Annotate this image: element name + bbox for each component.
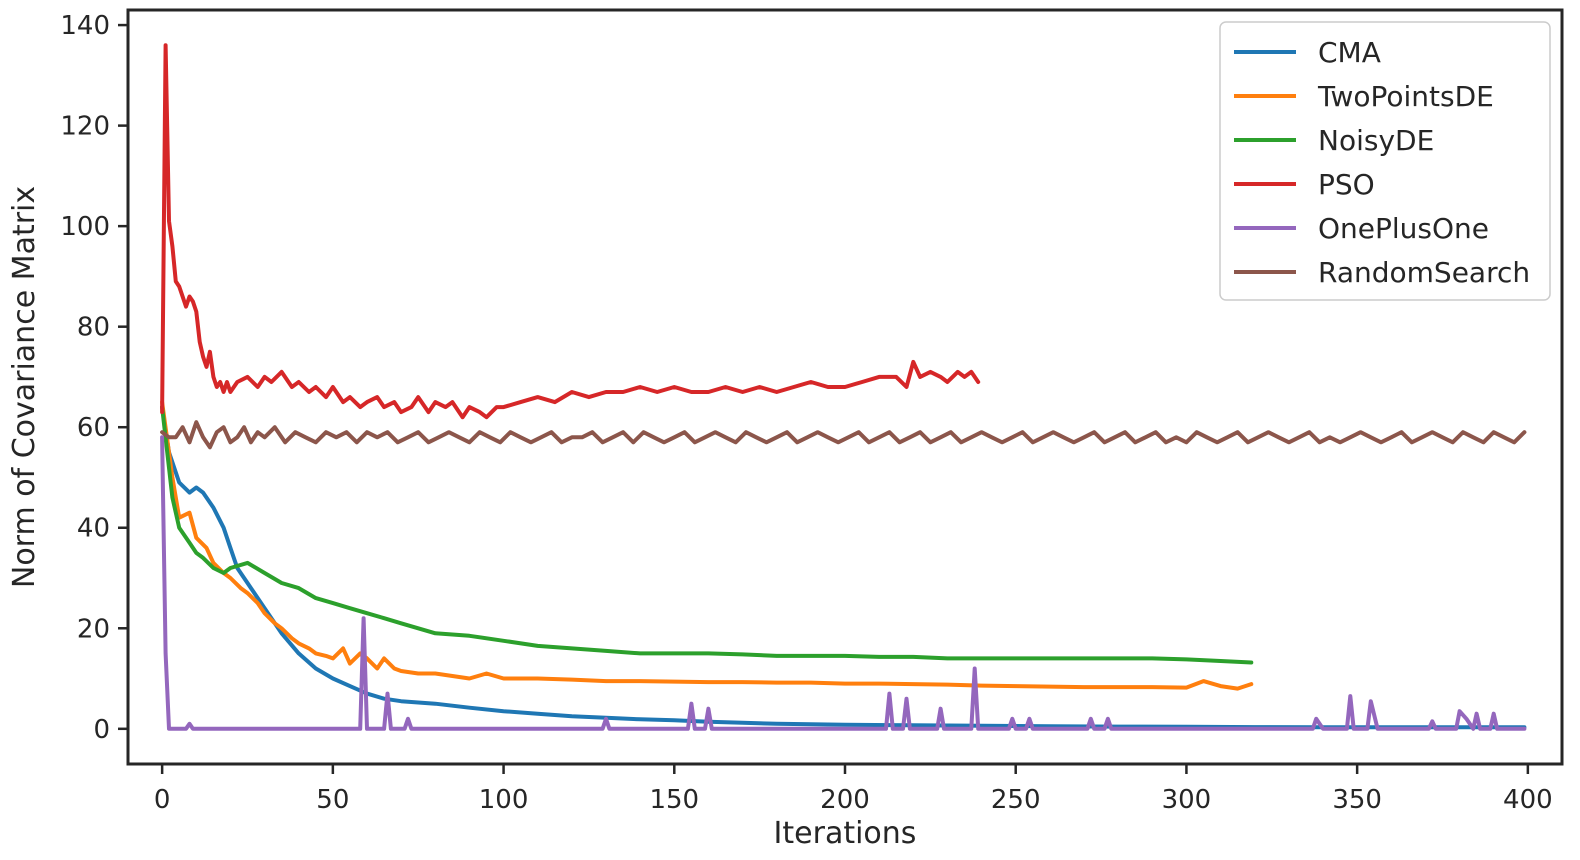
series-line-twopointsde bbox=[160, 400, 1254, 691]
y-tick-label: 120 bbox=[60, 112, 110, 142]
x-tick-label: 200 bbox=[820, 785, 870, 815]
legend-label-cma: CMA bbox=[1318, 36, 1381, 69]
series-lines bbox=[160, 43, 1527, 731]
y-tick-label: 0 bbox=[93, 715, 110, 745]
x-tick-label: 300 bbox=[1162, 785, 1212, 815]
series-line-randomsearch bbox=[160, 420, 1527, 450]
y-tick-label: 100 bbox=[60, 212, 110, 242]
x-tick-label: 50 bbox=[316, 785, 349, 815]
x-tick-label: 150 bbox=[649, 785, 699, 815]
y-tick-label: 60 bbox=[77, 413, 110, 443]
axes: 0 50 100 150 200 250 300 350 400 0 20 40 60 80 100 120 1… bbox=[60, 8, 1564, 815]
x-tick-label: 250 bbox=[991, 785, 1041, 815]
y-axis-title: Norm of Covariance Matrix bbox=[7, 186, 42, 588]
y-tick-label: 20 bbox=[77, 614, 110, 644]
y-tick-label: 140 bbox=[60, 11, 110, 41]
legend-label-oneplusone: OnePlusOne bbox=[1318, 212, 1489, 245]
legend-label-twopointsde: TwoPointsDE bbox=[1317, 80, 1494, 113]
series-line-cma bbox=[160, 405, 1527, 730]
x-tick-label: 400 bbox=[1503, 785, 1553, 815]
legend-label-pso: PSO bbox=[1318, 168, 1375, 201]
y-tick-label: 40 bbox=[77, 514, 110, 544]
series-line-noisyde bbox=[160, 405, 1254, 665]
legend-label-randomsearch: RandomSearch bbox=[1318, 256, 1530, 289]
x-tick-label: 100 bbox=[479, 785, 529, 815]
x-axis-title: Iterations bbox=[774, 816, 917, 851]
legend-box bbox=[1219, 21, 1551, 301]
series-line-pso bbox=[160, 43, 981, 420]
x-tick-label: 350 bbox=[1332, 785, 1382, 815]
legend-label-noisyde: NoisyDE bbox=[1318, 124, 1434, 157]
y-tick-label: 80 bbox=[77, 313, 110, 343]
legend: CMA TwoPointsDE NoisyDE PSO OnePlusOne Random… bbox=[1219, 21, 1551, 301]
series-line-oneplusone bbox=[160, 435, 1527, 731]
x-tick-label: 0 bbox=[154, 785, 171, 815]
